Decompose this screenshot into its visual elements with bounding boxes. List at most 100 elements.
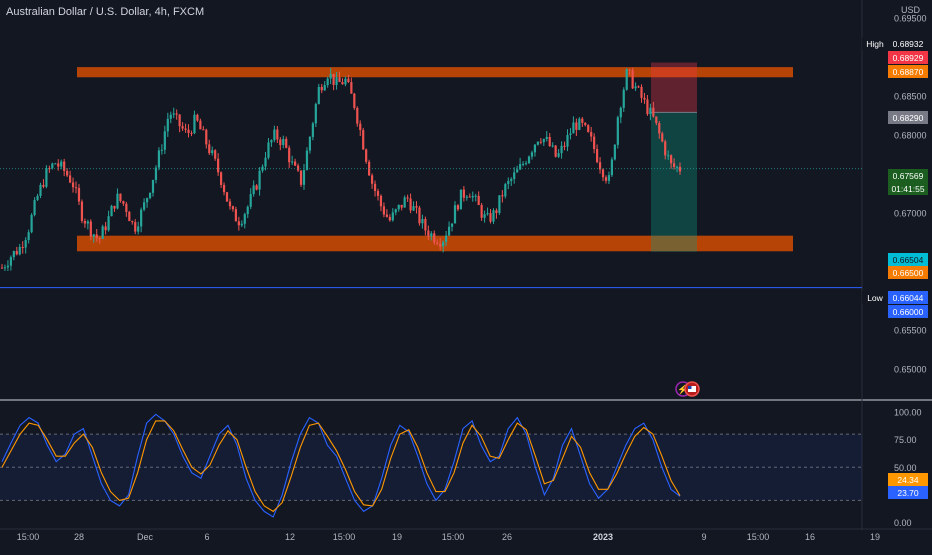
candle-body — [447, 226, 451, 236]
candle-body — [616, 117, 619, 145]
candle-body — [148, 192, 152, 199]
candle-body — [80, 201, 84, 221]
candle-body — [332, 73, 335, 85]
candle-body — [365, 149, 368, 162]
candle-body — [607, 175, 611, 181]
candles — [0, 67, 682, 272]
candle-body — [353, 93, 356, 108]
candle-body — [57, 163, 60, 167]
candle-body — [154, 167, 158, 180]
time-tick-label: 12 — [285, 532, 295, 542]
candle-body — [527, 156, 531, 164]
candle-body — [12, 251, 15, 258]
candle-body — [234, 209, 237, 222]
candle-body — [240, 223, 243, 226]
position-tool[interactable] — [651, 62, 697, 252]
candle-body — [27, 232, 30, 241]
price-tick-label: 0.68500 — [894, 91, 927, 101]
price-tag-bg — [888, 253, 928, 266]
candle-body — [670, 155, 673, 164]
price-tag-caption: High — [866, 39, 884, 49]
osc-series-line — [1, 413, 681, 518]
candle-body — [610, 159, 614, 176]
candle-body — [48, 168, 51, 170]
candle-body — [267, 142, 270, 158]
candle-body — [344, 78, 347, 85]
candle-body — [143, 202, 146, 210]
candle-body — [288, 147, 291, 163]
horizontal-lines[interactable] — [0, 168, 862, 289]
candle-body — [30, 214, 33, 233]
axes: 0.69500 0.68500 0.68000 0.67000 0.65500 0.650… — [17, 13, 927, 542]
candle-body — [445, 235, 448, 242]
candle-body — [98, 238, 101, 240]
price-tag-value: 0.68932 — [893, 39, 924, 49]
zone-support[interactable] — [77, 235, 793, 252]
candle-body — [601, 169, 605, 178]
event-icons[interactable]: ⚡ — [675, 381, 700, 397]
osc-band-fill — [0, 434, 862, 501]
candle-body — [205, 129, 208, 145]
candle-body — [86, 221, 89, 224]
price-tag-value: 0.66500 — [893, 268, 924, 278]
candle-body — [15, 251, 18, 255]
candle-body — [18, 246, 21, 255]
zone-resistance[interactable] — [77, 67, 793, 78]
time-tick-label: 15:00 — [442, 532, 465, 542]
candle-body — [652, 107, 655, 117]
candle-body — [536, 141, 539, 145]
stop-loss-area[interactable] — [651, 62, 697, 113]
candle-body — [557, 153, 560, 157]
price-tag-value: 0.66000 — [893, 307, 924, 317]
candle-body — [45, 168, 48, 187]
candle-body — [122, 201, 125, 204]
time-tick-label: 19 — [392, 532, 402, 542]
candle-body — [157, 150, 161, 168]
candle-body — [465, 196, 468, 198]
candle-body — [302, 170, 306, 185]
flag-stripes-icon — [688, 386, 696, 392]
candle-body — [326, 78, 329, 86]
candle-body — [519, 164, 522, 170]
candle-body — [169, 114, 172, 119]
flag-canton-icon — [688, 386, 692, 389]
candle-body — [119, 193, 122, 202]
candle-body — [376, 190, 380, 196]
candle-body — [294, 161, 297, 166]
candle-body — [498, 195, 501, 213]
candle-body — [477, 195, 480, 206]
price-tag-bg — [888, 37, 928, 50]
candle-body — [0, 267, 4, 269]
candle-body — [60, 161, 63, 167]
price-tag-value: 0.68870 — [893, 67, 924, 77]
exchange-label: FXCM — [172, 6, 205, 18]
candle-body — [74, 187, 78, 189]
candle-body — [264, 157, 267, 167]
candle-body — [258, 170, 261, 190]
take-profit-area[interactable] — [651, 112, 697, 252]
candle-body — [66, 170, 69, 176]
interval-label[interactable]: 4h — [154, 6, 167, 18]
candle-body — [658, 123, 661, 134]
symbol-name[interactable]: Australian Dollar / U.S. Dollar — [6, 6, 149, 18]
candle-body — [89, 221, 92, 237]
candle-body — [276, 129, 279, 140]
candle-body — [196, 114, 199, 121]
candle-body — [9, 257, 12, 266]
candle-body — [362, 130, 365, 150]
candle-body — [649, 107, 652, 115]
candle-body — [151, 179, 155, 193]
candle-body — [113, 205, 116, 209]
candle-body — [385, 214, 388, 217]
candle-body — [510, 179, 513, 181]
candle-body — [427, 230, 430, 237]
candle-body — [270, 140, 273, 143]
chart-title: Australian Dollar / U.S. Dollar, 4h, FXC… — [6, 6, 204, 18]
candle-body — [202, 129, 205, 131]
candle-body — [21, 246, 24, 248]
candle-body — [246, 206, 249, 215]
candle-body — [6, 265, 10, 268]
candle-body — [382, 206, 386, 215]
